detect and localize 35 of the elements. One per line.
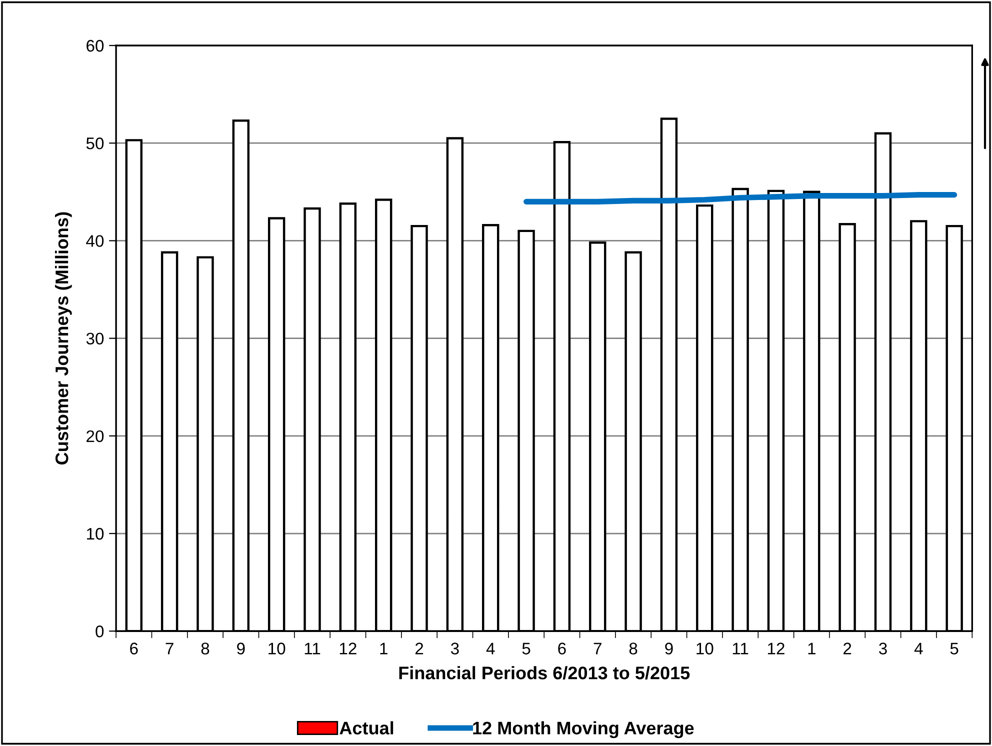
x-tick-label: 8 [629, 642, 638, 654]
legend-label: 12 Month Moving Average [473, 721, 694, 738]
x-axis-title: Financial Periods 6/2013 to 5/2015 [399, 666, 690, 680]
y-tick-label: 60 [86, 40, 104, 52]
y-axis-title: Customer Journeys (Millions) [55, 212, 72, 464]
x-tick-label: 9 [237, 642, 245, 654]
y-tick-label: 30 [86, 332, 104, 345]
y-tick-label: 10 [86, 528, 104, 540]
x-tick-label: 2 [844, 642, 852, 654]
x-tick-label: 9 [665, 642, 673, 654]
x-tick-label: 10 [268, 642, 286, 654]
x-tick-label: 6 [558, 642, 566, 654]
x-tick-label: 4 [486, 642, 495, 654]
x-tick-label: 12 [768, 642, 784, 654]
y-tick-label: 0 [96, 626, 104, 638]
y-tick-label: 20 [86, 430, 104, 442]
x-tick-label: 10 [696, 642, 714, 654]
x-tick-label: 1 [808, 642, 816, 654]
x-tick-label: 7 [166, 642, 174, 654]
x-tick-label: 4 [914, 642, 923, 654]
x-tick-label: 5 [522, 642, 530, 654]
y-tick-label: 40 [86, 235, 104, 247]
x-tick-label: 5 [950, 642, 958, 654]
x-tick-label: 12 [340, 642, 356, 654]
x-tick-label: 3 [878, 642, 887, 654]
legend-label: Actual [340, 721, 394, 734]
x-tick-label: 7 [594, 642, 602, 654]
y-tick-label: 50 [86, 138, 104, 150]
x-tick-label: 8 [201, 642, 210, 654]
x-tick-label: 11 [304, 642, 320, 654]
x-tick-label: 1 [380, 642, 388, 654]
x-tick-label: 3 [450, 642, 459, 654]
x-tick-label: 6 [130, 642, 138, 654]
x-tick-label: 2 [415, 642, 424, 654]
x-tick-label: 11 [732, 642, 748, 654]
